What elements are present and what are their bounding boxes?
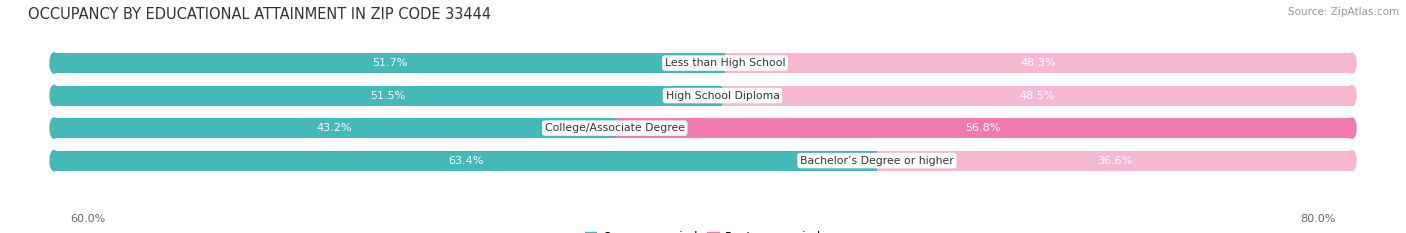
Text: 51.5%: 51.5%: [371, 91, 406, 101]
Circle shape: [1348, 151, 1355, 171]
Circle shape: [1348, 86, 1355, 106]
Text: 56.8%: 56.8%: [966, 123, 1001, 133]
Bar: [53, 86, 1353, 106]
Bar: [53, 53, 1353, 73]
Text: College/Associate Degree: College/Associate Degree: [544, 123, 685, 133]
Circle shape: [1348, 118, 1355, 138]
Bar: [53, 118, 614, 138]
Text: 63.4%: 63.4%: [447, 156, 484, 166]
Legend: Owner-occupied, Renter-occupied: Owner-occupied, Renter-occupied: [579, 226, 827, 233]
Text: 80.0%: 80.0%: [1301, 214, 1336, 224]
Bar: [53, 151, 877, 171]
Circle shape: [51, 151, 58, 171]
Circle shape: [51, 53, 58, 73]
Bar: [877, 151, 1353, 171]
Circle shape: [1348, 86, 1355, 106]
Text: 60.0%: 60.0%: [70, 214, 105, 224]
Circle shape: [51, 151, 58, 171]
Text: 48.3%: 48.3%: [1021, 58, 1056, 68]
Text: 48.5%: 48.5%: [1019, 91, 1054, 101]
Bar: [725, 53, 1353, 73]
Text: 36.6%: 36.6%: [1097, 156, 1132, 166]
Circle shape: [51, 53, 58, 73]
Circle shape: [1348, 53, 1355, 73]
Text: 51.7%: 51.7%: [371, 58, 408, 68]
Circle shape: [1348, 53, 1355, 73]
Circle shape: [51, 118, 58, 138]
Text: Source: ZipAtlas.com: Source: ZipAtlas.com: [1288, 7, 1399, 17]
Bar: [53, 86, 723, 106]
Bar: [723, 86, 1353, 106]
Text: OCCUPANCY BY EDUCATIONAL ATTAINMENT IN ZIP CODE 33444: OCCUPANCY BY EDUCATIONAL ATTAINMENT IN Z…: [28, 7, 491, 22]
Bar: [53, 118, 1353, 138]
Circle shape: [51, 86, 58, 106]
Bar: [614, 118, 1353, 138]
Circle shape: [51, 118, 58, 138]
Bar: [53, 53, 725, 73]
Text: Bachelor’s Degree or higher: Bachelor’s Degree or higher: [800, 156, 953, 166]
Text: 43.2%: 43.2%: [316, 123, 352, 133]
Circle shape: [1348, 118, 1355, 138]
Text: High School Diploma: High School Diploma: [665, 91, 779, 101]
Circle shape: [1348, 151, 1355, 171]
Bar: [53, 151, 1353, 171]
Circle shape: [51, 86, 58, 106]
Text: Less than High School: Less than High School: [665, 58, 786, 68]
